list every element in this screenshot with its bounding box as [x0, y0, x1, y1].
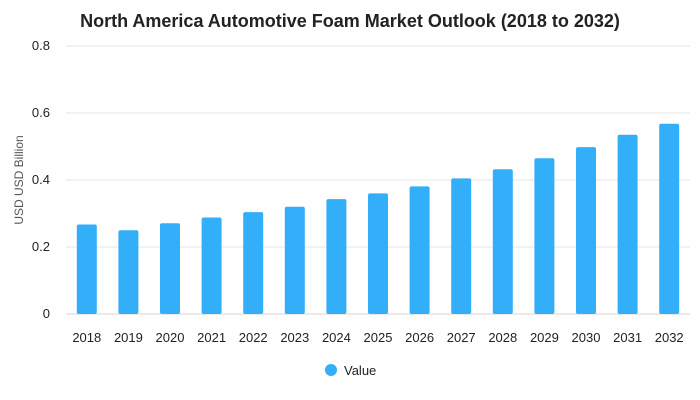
y-tick-label: 0.6	[32, 105, 50, 120]
x-tick-label: 2025	[364, 330, 393, 345]
x-tick-label: 2021	[197, 330, 226, 345]
x-tick-label: 2028	[488, 330, 517, 345]
x-tick-label: 2022	[239, 330, 268, 345]
y-tick-label: 0	[43, 306, 50, 321]
bar-2020[interactable]	[160, 223, 180, 314]
y-tick-label: 0.4	[32, 172, 50, 187]
x-tick-label: 2018	[72, 330, 101, 345]
y-axis-ticks: 0 0.2 0.4 0.6 0.8	[32, 38, 50, 321]
bar-2027[interactable]	[451, 178, 472, 314]
chart-title: North America Automotive Foam Market Out…	[80, 11, 620, 31]
bar-2029[interactable]	[534, 158, 555, 314]
legend-marker-value	[325, 364, 337, 376]
bar-2031[interactable]	[617, 134, 638, 314]
x-tick-label: 2030	[572, 330, 601, 345]
y-tick-label: 0.2	[32, 239, 50, 254]
bar-2025[interactable]	[368, 193, 388, 314]
y-axis-label: USD USD Billion	[12, 135, 26, 224]
bar-2032[interactable]	[659, 123, 680, 314]
bar-2022[interactable]	[243, 212, 264, 314]
bar-2019[interactable]	[118, 230, 139, 314]
x-tick-label: 2023	[280, 330, 309, 345]
bar-2024[interactable]	[326, 199, 347, 314]
bar-2021[interactable]	[201, 217, 222, 314]
x-axis-ticks: 2018 2019 2020 2021 2022 2023 2024 2025 2026 2027…	[72, 330, 683, 345]
x-tick-label: 2019	[114, 330, 143, 345]
bar-2018[interactable]	[76, 224, 97, 314]
bar-2028[interactable]	[492, 169, 513, 314]
x-tick-label: 2031	[613, 330, 642, 345]
bars	[76, 123, 680, 314]
x-tick-label: 2027	[447, 330, 476, 345]
x-tick-label: 2020	[156, 330, 185, 345]
bar-2023[interactable]	[284, 206, 305, 314]
bar-2026[interactable]	[409, 186, 430, 314]
x-tick-label: 2029	[530, 330, 559, 345]
legend-label-value: Value	[344, 363, 376, 378]
x-tick-label: 2024	[322, 330, 351, 345]
x-tick-label: 2026	[405, 330, 434, 345]
bar-2030[interactable]	[576, 147, 596, 314]
legend[interactable]: Value	[325, 363, 376, 378]
y-tick-label: 0.8	[32, 38, 50, 53]
x-tick-label: 2032	[655, 330, 684, 345]
